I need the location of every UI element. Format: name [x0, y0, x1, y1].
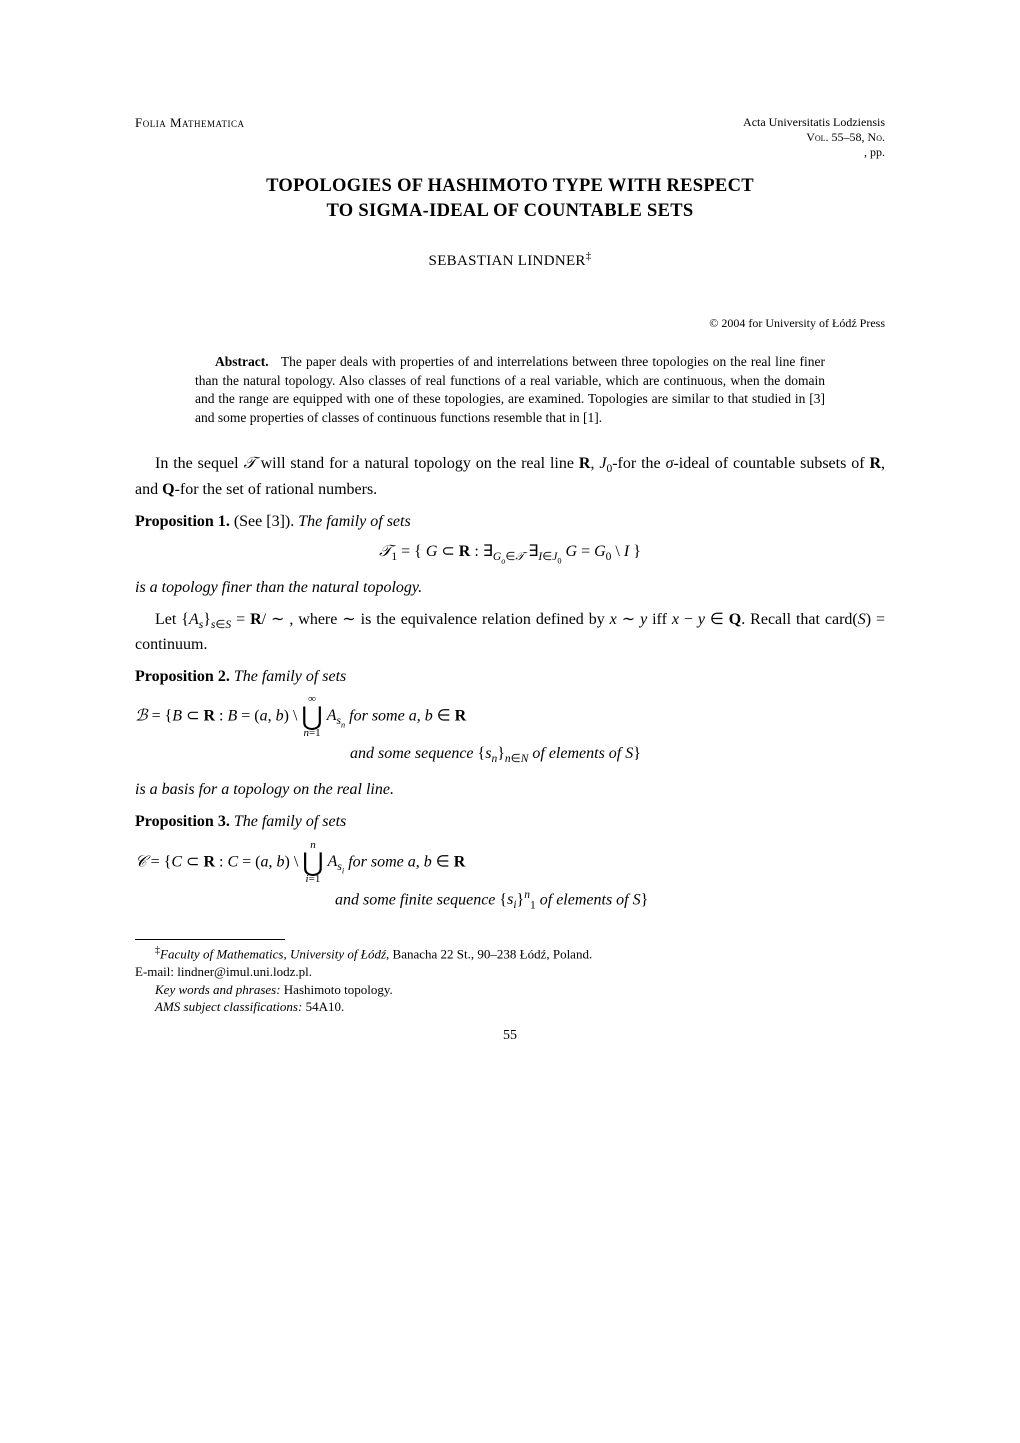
prop2-conclusion: is a basis for a topology on the real li…: [135, 779, 885, 801]
journal-header: Folia Mathematica Acta Universitatis Lod…: [135, 115, 885, 160]
footnote-block: ‡Faculty of Mathematics, University of Ł…: [135, 944, 885, 1016]
abstract-label: Abstract.: [215, 354, 269, 369]
prop2-label: Proposition 2.: [135, 668, 230, 685]
author-name: SEBASTIAN LINDNER: [429, 253, 586, 269]
prop1-conclusion: is a topology finer than the natural top…: [135, 577, 885, 599]
journal-name: Folia Mathematica: [135, 115, 245, 131]
footnote-ams-label: AMS subject classifications:: [155, 999, 302, 1014]
copyright-line: © 2004 for University of Łódź Press: [135, 316, 885, 331]
proposition-3-heading: Proposition 3. The family of sets: [135, 811, 885, 833]
proposition-1-heading: Proposition 1. (See [3]). The family of …: [135, 511, 885, 533]
abstract-body: The paper deals with properties of and i…: [195, 354, 825, 425]
footnote-addr: , Banacha 22 St., 90–238 Łódź, Poland.: [386, 947, 592, 962]
footnote-kw: Hashimoto topology.: [281, 982, 393, 997]
body-content: In the sequel 𝒯 will stand for a natural…: [135, 453, 885, 917]
footnote-rule: [135, 939, 285, 940]
abstract-block: Abstract. The paper deals with propertie…: [135, 353, 885, 428]
author-line: SEBASTIAN LINDNER‡: [135, 250, 885, 270]
footnote-email: E-mail: lindner@imul.uni.lodz.pl.: [135, 963, 885, 981]
prop1-label: Proposition 1.: [135, 513, 230, 530]
journal-meta: Acta Universitatis Lodziensis Vol. 55–58…: [743, 115, 885, 160]
prop3-label: Proposition 3.: [135, 813, 230, 830]
affil-line-3: , pp.: [743, 145, 885, 160]
prop2-text: The family of sets: [234, 668, 346, 685]
title-line-1: TOPOLOGIES OF HASHIMOTO TYPE WITH RESPEC…: [266, 176, 754, 196]
prop1-text: The family of sets: [298, 513, 410, 530]
footnote-ams: AMS subject classifications: 54A10.: [135, 998, 885, 1016]
proposition-2-heading: Proposition 2. The family of sets: [135, 666, 885, 688]
intro-paragraph: In the sequel 𝒯 will stand for a natural…: [135, 453, 885, 500]
footnote-ams-value: 54A10.: [302, 999, 344, 1014]
page-number: 55: [135, 1028, 885, 1044]
paper-title: TOPOLOGIES OF HASHIMOTO TYPE WITH RESPEC…: [135, 174, 885, 224]
prop2-formula: ℬ = {B ⊂ R : B = (a, b) \ ∞⋃n=1 Asn for …: [135, 694, 885, 771]
let-paragraph: Let {As}s∈S = R/ ∼ , where ∼ is the equi…: [135, 609, 885, 656]
title-line-2: TO SIGMA-IDEAL OF COUNTABLE SETS: [326, 201, 693, 221]
footnote-affiliation: ‡Faculty of Mathematics, University of Ł…: [135, 944, 885, 963]
author-mark: ‡: [586, 250, 592, 262]
footnote-affil: Faculty of Mathematics, University of Łó…: [160, 947, 386, 962]
prop3-text: The family of sets: [234, 813, 346, 830]
prop1-formula: 𝒯1 = { G ⊂ R : ∃Go∈𝒯 ∃I∈J0 G = G0 \ I }: [135, 541, 885, 567]
footnote-keywords: Key words and phrases: Hashimoto topolog…: [135, 981, 885, 999]
affil-line-2: Vol. 55–58, No.: [743, 130, 885, 145]
footnote-kw-label: Key words and phrases:: [155, 982, 281, 997]
prop3-formula: 𝒞 = {C ⊂ R : C = (a, b) \ n⋃i=1 Asi for …: [135, 840, 885, 918]
affil-line-1: Acta Universitatis Lodziensis: [743, 115, 885, 130]
prop1-cite: (See [3]).: [234, 513, 294, 530]
